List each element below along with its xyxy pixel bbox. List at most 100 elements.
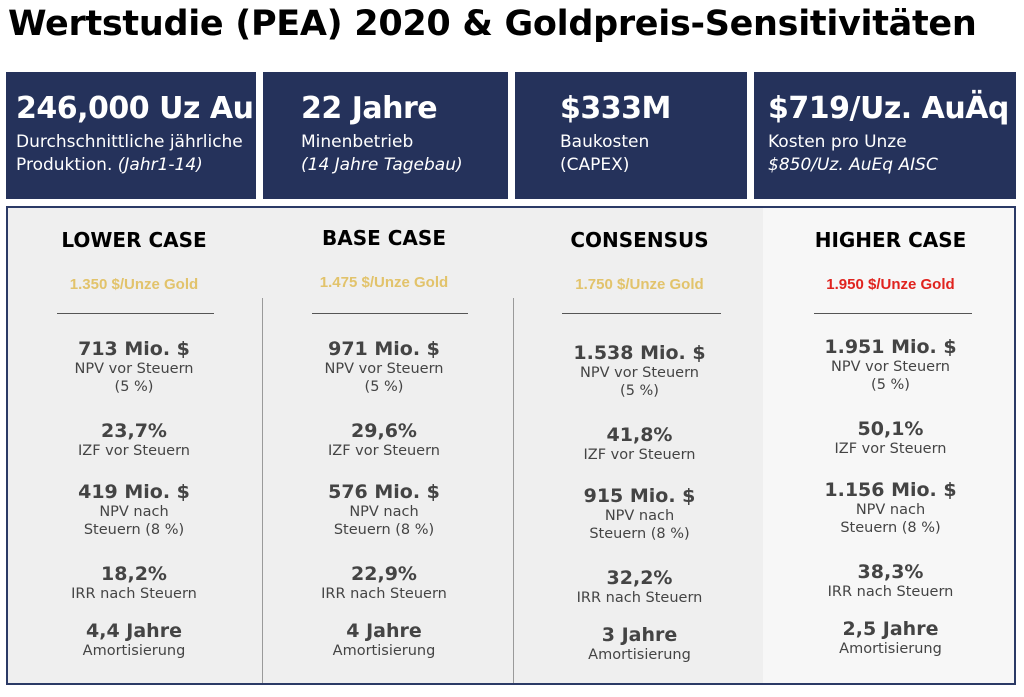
- kpi-value: $719/Uz. AuÄq: [768, 91, 1009, 126]
- metric: 3 Jahre Amortisierung: [513, 624, 766, 664]
- kpi-desc-italic: (Jahr1-14): [117, 155, 203, 175]
- metric-value: 41,8%: [606, 424, 673, 446]
- metric-value: 1.156 Mio. $: [824, 479, 957, 501]
- case-title: BASE CASE: [322, 226, 446, 250]
- metric-value: 22,9%: [351, 563, 417, 585]
- metric: 1.538 Mio. $ NPV vor Steuern (5 %): [513, 342, 766, 400]
- metric-value: 38,3%: [857, 561, 924, 583]
- metric: 419 Mio. $ NPV nach Steuern (8 %): [8, 481, 260, 539]
- metric: 18,2% IRR nach Steuern: [8, 563, 260, 603]
- metric: 915 Mio. $ NPV nach Steuern (8 %): [513, 485, 766, 543]
- metric: 32,2% IRR nach Steuern: [513, 567, 766, 607]
- kpi-mine-life: 22 Jahre Minenbetrieb (14 Jahre Tagebau): [263, 72, 508, 199]
- column-divider: [262, 298, 263, 683]
- metric: 4,4 Jahre Amortisierung: [8, 620, 260, 660]
- price-divider: [57, 313, 214, 314]
- metric-label: IRR nach Steuern: [8, 585, 260, 603]
- metric-label-line: Steuern (8 %): [840, 520, 941, 536]
- price-divider: [814, 313, 972, 314]
- metric-label-line: NPV nach: [855, 502, 926, 518]
- case-column-base-case: BASE CASE 1.475 $/Unze Gold 971 Mio. $ NPV …: [258, 208, 510, 683]
- metric-value: 1.951 Mio. $: [824, 336, 957, 358]
- metric-label: Amortisierung: [258, 642, 510, 660]
- metric-label-line: Steuern (8 %): [333, 522, 435, 538]
- metric: 1.951 Mio. $ NPV vor Steuern (5 %): [763, 336, 1014, 394]
- higher-case-background: [763, 208, 1014, 683]
- metric-label-line: (5 %): [114, 379, 154, 395]
- gold-price: 1.475 $/Unze Gold: [319, 274, 449, 291]
- kpi-value: $333M: [560, 91, 671, 126]
- metric-label: Amortisierung: [513, 646, 766, 664]
- metric-value: 2,5 Jahre: [842, 618, 939, 640]
- metric-value: 1.538 Mio. $: [573, 342, 706, 364]
- metric-label-line: IRR nach Steuern: [321, 586, 447, 602]
- kpi-cost-per-ounce: $719/Uz. AuÄq Kosten pro Unze $850/Uz. A…: [754, 72, 1016, 199]
- metric-label-line: Amortisierung: [332, 643, 436, 659]
- metric-label-line: IZF vor Steuern: [328, 443, 440, 459]
- metric-label-line: IRR nach Steuern: [576, 590, 703, 606]
- metric-label: NPV nach Steuern (8 %): [8, 503, 260, 539]
- page-title: Wertstudie (PEA) 2020 & Goldpreis-Sensit…: [8, 4, 977, 44]
- metric-label: Amortisierung: [8, 642, 260, 660]
- metric-label-line: NPV vor Steuern: [831, 359, 950, 375]
- metric-value: 50,1%: [857, 418, 924, 440]
- kpi-description: Minenbetrieb (14 Jahre Tagebau): [301, 131, 500, 177]
- case-title: CONSENSUS: [570, 228, 709, 252]
- kpi-description: Durchschnittliche jährliche Produktion. …: [16, 131, 248, 177]
- metric-label: NPV nach Steuern (8 %): [513, 507, 766, 543]
- kpi-value: 246,000 Uz Au: [16, 91, 254, 126]
- metric-value: 713 Mio. $: [78, 338, 190, 360]
- metric: 971 Mio. $ NPV vor Steuern (5 %): [258, 338, 510, 396]
- metric-label-line: Amortisierung: [839, 641, 942, 657]
- metric-label: IRR nach Steuern: [513, 589, 766, 607]
- case-title: HIGHER CASE: [814, 228, 967, 252]
- kpi-desc-line1: Baukosten: [560, 132, 650, 152]
- kpi-desc-italic: (14 Jahre Tagebau): [301, 155, 463, 175]
- metric-value: 971 Mio. $: [328, 338, 440, 360]
- kpi-capex: $333M Baukosten (CAPEX): [515, 72, 747, 199]
- metric-label-line: (5 %): [871, 377, 910, 393]
- metric-label-line: NPV vor Steuern: [324, 361, 444, 377]
- kpi-production: 246,000 Uz Au Durchschnittliche jährlich…: [6, 72, 256, 199]
- metric-label-line: NPV vor Steuern: [580, 365, 699, 381]
- metric-value: 915 Mio. $: [583, 485, 696, 507]
- metric-label-line: Amortisierung: [82, 643, 186, 659]
- metric-label-line: NPV nach: [349, 504, 419, 520]
- kpi-description: Baukosten (CAPEX): [560, 131, 739, 177]
- metric-value: 4,4 Jahre: [86, 620, 182, 642]
- metric-label-line: IZF vor Steuern: [78, 443, 190, 459]
- metric: 41,8% IZF vor Steuern: [513, 424, 766, 464]
- metric: 713 Mio. $ NPV vor Steuern (5 %): [8, 338, 260, 396]
- gold-price: 1.350 $/Unze Gold: [69, 276, 199, 293]
- metric-label: NPV vor Steuern (5 %): [258, 360, 510, 396]
- metric-label: IZF vor Steuern: [8, 442, 260, 460]
- metric-value: 3 Jahre: [601, 624, 678, 646]
- kpi-desc-line1: Durchschnittliche jährliche: [16, 132, 243, 152]
- kpi-description: Kosten pro Unze $850/Uz. AuEq AISC: [768, 131, 1008, 177]
- metric: 4 Jahre Amortisierung: [258, 620, 510, 660]
- metric-label: IZF vor Steuern: [258, 442, 510, 460]
- case-column-lower-case: LOWER CASE 1.350 $/Unze Gold 713 Mio. $ NPV…: [8, 208, 260, 683]
- metric: 29,6% IZF vor Steuern: [258, 420, 510, 460]
- kpi-desc-plain: Produktion.: [16, 155, 113, 175]
- sensitivity-panel: LOWER CASE 1.350 $/Unze Gold 713 Mio. $ NPV…: [6, 206, 1016, 685]
- price-divider: [562, 313, 721, 314]
- kpi-desc-plain: (CAPEX): [560, 155, 630, 175]
- metric-label-line: NPV nach: [604, 508, 675, 524]
- kpi-desc-italic: $850/Uz. AuEq AISC: [768, 155, 938, 175]
- kpi-desc-line2: (14 Jahre Tagebau): [301, 154, 500, 177]
- gold-price: 1.750 $/Unze Gold: [575, 276, 704, 293]
- metric-label: NPV nach Steuern (8 %): [258, 503, 510, 539]
- kpi-desc-line1: Minenbetrieb: [301, 132, 414, 152]
- metric-value: 576 Mio. $: [328, 481, 440, 503]
- metric-label-line: Steuern (8 %): [83, 522, 185, 538]
- metric-label: NPV vor Steuern (5 %): [8, 360, 260, 396]
- metric-value: 29,6%: [351, 420, 417, 442]
- case-column-higher-case: HIGHER CASE 1.950 $/Unze Gold 1.951 Mio. $…: [763, 208, 1014, 683]
- metric-value: 18,2%: [101, 563, 167, 585]
- metric-value: 23,7%: [101, 420, 167, 442]
- metric-label: IZF vor Steuern: [513, 446, 766, 464]
- gold-price: 1.950 $/Unze Gold: [826, 276, 955, 293]
- metric-value: 32,2%: [606, 567, 673, 589]
- metric: 576 Mio. $ NPV nach Steuern (8 %): [258, 481, 510, 539]
